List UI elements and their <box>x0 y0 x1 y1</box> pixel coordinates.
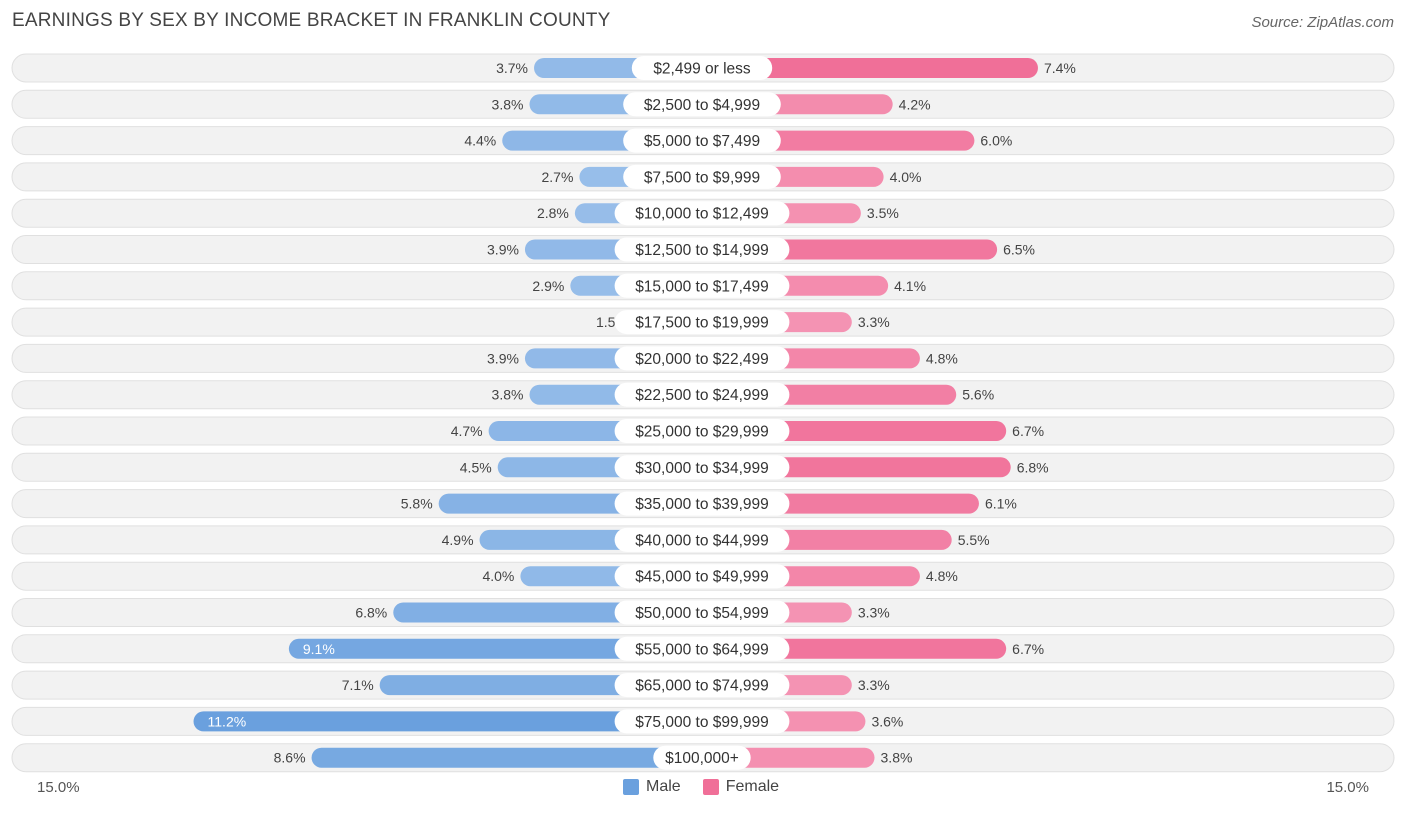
value-label-male: 4.9% <box>442 532 474 548</box>
value-label-male: 3.8% <box>492 387 524 403</box>
value-label-male: 5.8% <box>401 496 433 512</box>
source-credit: Source: ZipAtlas.com <box>1251 14 1394 31</box>
value-label-male: 4.5% <box>460 459 492 475</box>
value-label-female: 4.2% <box>899 96 931 112</box>
value-label-male: 2.9% <box>532 278 564 294</box>
value-label-male: 4.0% <box>482 568 514 584</box>
legend: Male Female <box>623 778 801 796</box>
legend-label-female: Female <box>725 778 780 795</box>
legend-item-female: Female <box>702 778 780 796</box>
value-label-female: 3.3% <box>858 677 890 693</box>
value-label-female: 4.8% <box>926 350 958 366</box>
value-label-female: 5.6% <box>962 387 994 403</box>
value-label-male: 9.1% <box>303 641 335 657</box>
category-label: $75,000 to $99,999 <box>635 714 769 731</box>
value-label-male: 3.9% <box>487 350 519 366</box>
value-label-female: 6.8% <box>1017 459 1049 475</box>
category-pill <box>614 237 790 262</box>
category-pill <box>614 709 790 734</box>
value-label-male: 8.6% <box>274 750 306 766</box>
value-label-female: 6.7% <box>1012 423 1044 439</box>
value-label-female: 6.1% <box>985 496 1017 512</box>
value-label-female: 3.8% <box>881 750 913 766</box>
value-label-male: 11.2% <box>208 713 247 729</box>
legend-label-male: Male <box>646 778 681 795</box>
value-label-female: 3.3% <box>858 605 890 621</box>
value-label-female: 4.8% <box>926 568 958 584</box>
category-label: $5,000 to $7,499 <box>644 133 760 150</box>
category-label: $17,500 to $19,999 <box>635 315 769 332</box>
category-label: $50,000 to $54,999 <box>635 605 769 622</box>
value-label-male: 2.7% <box>541 169 573 185</box>
category-pill <box>614 673 790 698</box>
value-label-male: 7.1% <box>342 677 374 693</box>
value-label-male: 4.4% <box>464 133 496 149</box>
category-pill <box>623 92 781 117</box>
value-label-female: 3.6% <box>871 713 903 729</box>
chart-title: EARNINGS BY SEX BY INCOME BRACKET IN FRA… <box>12 10 611 31</box>
category-label: $40,000 to $44,999 <box>635 532 769 549</box>
value-label-female: 4.1% <box>894 278 926 294</box>
category-pill <box>614 600 790 625</box>
value-label-female: 6.0% <box>980 133 1012 149</box>
category-label: $45,000 to $49,999 <box>635 569 769 586</box>
category-pill <box>614 382 790 407</box>
category-label: $55,000 to $64,999 <box>635 641 769 658</box>
value-label-female: 3.5% <box>867 205 899 221</box>
bar-male <box>288 638 702 659</box>
category-pill <box>614 346 790 371</box>
category-pill <box>623 164 781 189</box>
category-label: $100,000+ <box>665 750 739 767</box>
category-pill <box>614 636 790 661</box>
category-label: $20,000 to $22,499 <box>635 351 769 368</box>
value-label-female: 7.4% <box>1044 60 1076 76</box>
legend-swatch-female <box>702 779 719 795</box>
category-label: $12,500 to $14,999 <box>635 242 769 259</box>
value-label-female: 6.7% <box>1012 641 1044 657</box>
category-label: $2,499 or less <box>653 61 751 78</box>
value-label-male: 3.7% <box>496 60 528 76</box>
axis-right-label: 15.0% <box>1326 779 1369 796</box>
category-label: $65,000 to $74,999 <box>635 678 769 695</box>
category-label: $15,000 to $17,499 <box>635 278 769 295</box>
legend-swatch-male <box>623 779 639 795</box>
axis-left-label: 15.0% <box>37 779 80 796</box>
category-pill <box>614 273 790 298</box>
category-label: $2,500 to $4,999 <box>644 97 760 114</box>
category-pill <box>614 310 790 335</box>
category-label: $22,500 to $24,999 <box>635 387 769 404</box>
value-label-female: 3.3% <box>858 314 890 330</box>
category-pill <box>631 56 773 80</box>
value-label-female: 6.5% <box>1003 242 1035 258</box>
value-label-male: 4.7% <box>451 423 483 439</box>
value-label-female: 4.0% <box>890 169 922 185</box>
value-label-male: 6.8% <box>355 605 387 621</box>
category-pill <box>614 491 790 516</box>
category-pill <box>614 419 790 443</box>
value-label-male: 3.9% <box>487 242 519 258</box>
category-label: $25,000 to $29,999 <box>635 424 769 441</box>
category-label: $30,000 to $34,999 <box>635 460 769 477</box>
category-pill <box>623 128 781 153</box>
category-pill <box>614 455 790 480</box>
value-label-male: 2.8% <box>537 205 569 221</box>
value-label-male: 3.8% <box>492 96 524 112</box>
legend-item-male: Male <box>623 778 681 796</box>
category-label: $7,500 to $9,999 <box>644 169 760 186</box>
category-label: $10,000 to $12,499 <box>635 206 769 223</box>
category-pill <box>614 527 790 552</box>
bar-male <box>193 711 702 732</box>
value-label-female: 5.5% <box>958 532 990 548</box>
category-label: $35,000 to $39,999 <box>635 496 769 513</box>
bar-female <box>702 58 1038 78</box>
category-pill <box>614 564 790 589</box>
category-pill <box>614 201 790 226</box>
bar-male <box>311 747 702 768</box>
category-pill <box>653 745 751 770</box>
